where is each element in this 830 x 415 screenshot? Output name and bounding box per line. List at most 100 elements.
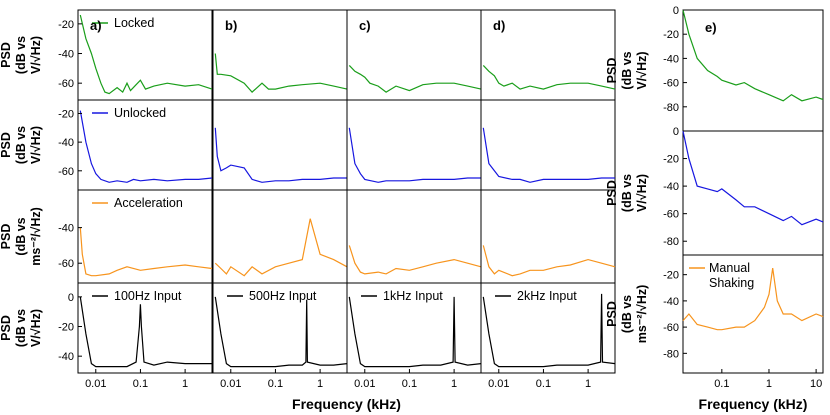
- e1-ytick-label: -80: [663, 236, 679, 248]
- e0-ytick-label: -20: [663, 29, 679, 41]
- panel-frame: [480, 282, 616, 374]
- series-line: [348, 127, 481, 183]
- row2-ylabel: PSD(dB vsms⁻²/√Hz): [0, 207, 43, 266]
- legend-label: 500Hz Input: [249, 289, 317, 303]
- e2-ylabel-line: ms⁻²/√Hz): [635, 285, 649, 344]
- series-line: [79, 110, 213, 183]
- row3-ylabel-line: (dB vs: [14, 309, 28, 347]
- e1-ylabel: PSD(dB vsV/√Hz): [605, 174, 649, 212]
- xtick-label: 1: [182, 378, 188, 390]
- xtick-label: 0.01: [85, 378, 106, 390]
- row2-ytick-label: -60: [58, 258, 74, 270]
- panel-label: c): [359, 18, 371, 33]
- row0-ytick-label: -40: [58, 49, 74, 61]
- e2-ylabel-line: (dB vs: [620, 295, 634, 333]
- panel-label: a): [90, 18, 102, 33]
- series-line: [482, 127, 615, 183]
- legend-label: 2kHz Input: [517, 289, 577, 303]
- row3-ylabel-line: PSD: [0, 315, 13, 341]
- e-xtick-label: 0.1: [714, 378, 729, 390]
- e1-ytick-label: 0: [673, 126, 679, 138]
- row1-ytick-label: -20: [58, 108, 74, 120]
- e-x-axis-label: Frequency (kHz): [699, 396, 808, 412]
- e-panel-frame: [682, 9, 824, 132]
- e-panel-frame: [682, 130, 824, 256]
- e0-ytick-label: 0: [673, 5, 679, 17]
- xtick-label: 0.1: [268, 378, 283, 390]
- series-line: [348, 64, 482, 93]
- row2-ytick-label: -40: [58, 223, 74, 235]
- row2-ylabel-line: PSD: [0, 224, 13, 250]
- e1-ytick-label: -60: [663, 209, 679, 221]
- row3-ytick-label: 0: [68, 292, 74, 304]
- xtick-label: 0.01: [354, 378, 375, 390]
- legend-label: Acceleration: [114, 196, 183, 210]
- e2-ylabel: PSD(dB vsms⁻²/√Hz): [605, 285, 649, 344]
- xtick-label: 0.1: [133, 378, 148, 390]
- xtick-label: 0.01: [220, 378, 241, 390]
- panel-label: d): [493, 18, 505, 33]
- legend-label: Manual: [709, 261, 750, 275]
- e-xtick-label: 10: [810, 378, 822, 390]
- row3-ylabel: PSD(dB vsV/√Hz): [0, 309, 43, 347]
- e0-ytick-label: -80: [663, 102, 679, 114]
- series-line: [348, 245, 482, 275]
- xtick-label: 1: [451, 378, 457, 390]
- series-line: [214, 296, 348, 368]
- xtick-label: 0.01: [488, 378, 509, 390]
- series-line: [79, 227, 213, 277]
- series-line: [482, 293, 616, 368]
- e1-ylabel-line: V/√Hz): [635, 174, 649, 212]
- row3-ylabel-line: V/√Hz): [29, 309, 43, 347]
- row3-ytick-label: -20: [58, 322, 74, 334]
- series-line: [482, 64, 616, 90]
- row2-ylabel-line: (dB vs: [14, 217, 28, 255]
- row2-ylabel-line: ms⁻²/√Hz): [29, 207, 43, 266]
- e0-ylabel: PSD(dB vsV/√Hz): [605, 51, 649, 89]
- panel-label: b): [225, 18, 237, 33]
- e-series-line: [682, 130, 824, 226]
- e2-ytick-label: -40: [663, 296, 679, 308]
- panel-frame: [77, 282, 213, 374]
- panel-frame: [346, 99, 482, 191]
- e2-ytick-label: -80: [663, 348, 679, 360]
- xtick-label: 0.1: [536, 378, 551, 390]
- row1-ylabel-line: V/√Hz): [29, 126, 43, 164]
- e1-ytick-label: -20: [663, 154, 679, 166]
- row1-ylabel: PSD(dB vsV/√Hz): [0, 126, 43, 164]
- e1-ytick-label: -40: [663, 181, 679, 193]
- e2-ytick-label: -60: [663, 322, 679, 334]
- panel-frame: [212, 99, 348, 191]
- e0-ytick-label: -40: [663, 53, 679, 65]
- row1-ylabel-line: (dB vs: [14, 126, 28, 164]
- series-line: [214, 127, 347, 183]
- legend-label: Locked: [114, 16, 154, 30]
- e0-ytick-label: -60: [663, 78, 679, 90]
- xtick-label: 1: [585, 378, 591, 390]
- series-line: [79, 296, 212, 368]
- x-axis-label: Frequency (kHz): [292, 396, 401, 412]
- legend-label: Unlocked: [114, 106, 166, 120]
- xtick-label: 1: [317, 378, 323, 390]
- legend-label: Shaking: [709, 276, 754, 290]
- row0-ylabel-line: (dB vs: [14, 36, 28, 74]
- e-series-line: [682, 9, 824, 102]
- series-line: [214, 218, 348, 277]
- series-line: [482, 245, 616, 277]
- series-line: [79, 14, 213, 95]
- e-series-line: [682, 268, 824, 331]
- e2-ylabel-line: PSD: [605, 301, 619, 327]
- legend-label: 1kHz Input: [383, 289, 443, 303]
- e0-ylabel-line: (dB vs: [620, 51, 634, 89]
- e1-ylabel-line: PSD: [605, 180, 619, 206]
- row3-ytick-label: -40: [58, 351, 74, 363]
- e0-ylabel-line: V/√Hz): [635, 51, 649, 89]
- row0-ylabel-line: V/√Hz): [29, 36, 43, 74]
- row1-ytick-label: -60: [58, 166, 74, 178]
- e2-ytick-label: -20: [663, 270, 679, 282]
- e0-ylabel-line: PSD: [605, 58, 619, 84]
- panel-label: e): [705, 20, 717, 35]
- panel-frame: [212, 189, 348, 284]
- row0-ylabel: PSD(dB vsV/√Hz): [0, 36, 43, 74]
